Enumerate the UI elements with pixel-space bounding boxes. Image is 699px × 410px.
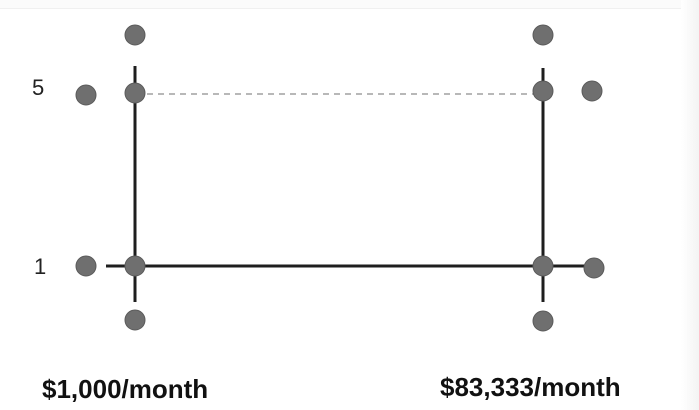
node-left-bottom [124,309,146,331]
node-left-outer-5 [75,84,97,106]
x-label-left: $1,000/month [42,374,209,404]
node-right-corner-1 [532,255,554,277]
x-label-right: $83,333/month [440,372,621,402]
top-border [0,0,699,9]
node-right-bottom [532,310,554,332]
node-right-outer-1 [583,257,605,279]
y-level-1-label: 1 [34,254,47,279]
y-level-5-label: 5 [32,75,45,100]
node-right-corner-5 [532,80,554,102]
node-left-top [124,24,146,46]
node-left-corner-1 [124,255,146,277]
node-left-corner-5 [124,82,146,104]
node-left-outer-1 [75,255,97,277]
node-right-outer-5 [581,80,603,102]
node-right-top [532,24,554,46]
right-edge-shadow [681,0,699,410]
